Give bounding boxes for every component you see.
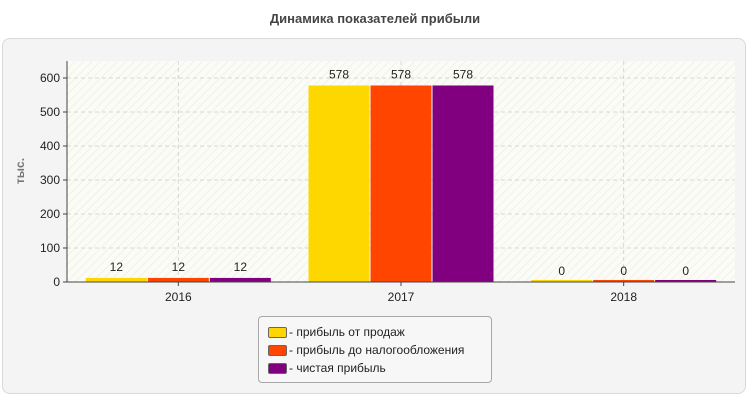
bar[interactable] [593,280,655,282]
data-label: 12 [234,260,248,274]
legend-prefix: - [289,361,297,375]
legend-swatch [268,344,287,356]
legend-label: чистая прибыль [296,361,386,375]
data-label: 578 [329,67,349,81]
bar[interactable] [308,85,370,282]
y-tick-label: 200 [40,207,60,221]
labels-group: 12 12 12 578 578 578 0 0 0 [110,67,690,278]
chart-title: Динамика показателей прибыли [269,11,481,26]
bar[interactable] [209,277,271,282]
legend-swatch [268,362,287,374]
bars-group [85,85,717,282]
data-label: 0 [620,264,627,278]
data-label: 12 [172,260,186,274]
data-label: 0 [558,264,565,278]
bar[interactable] [531,280,593,282]
legend-item-net-profit[interactable]: - чистая прибыль [259,359,491,377]
legend-label: прибыль от продаж [296,325,405,339]
legend: - прибыль от продаж - прибыль до налогоо… [258,316,492,383]
y-tick-label: 500 [40,105,60,119]
data-label: 578 [453,67,473,81]
data-label: 0 [682,264,689,278]
legend-prefix: - [289,325,297,339]
y-axis-label: тыс. [13,158,27,184]
legend-swatch [268,326,287,338]
axes-group: 0 100 200 300 400 500 600 2016 2017 2018 [40,61,735,304]
x-tick-label: 2017 [388,290,415,304]
bar[interactable] [655,280,717,282]
legend-item-pretax-profit[interactable]: - прибыль до налогообложения [259,341,491,359]
legend-prefix: - [289,343,297,357]
data-label: 12 [110,260,124,274]
y-tick-label: 0 [53,275,60,289]
bar[interactable] [147,277,209,282]
legend-item-sales-profit[interactable]: - прибыль от продаж [259,323,491,341]
bar[interactable] [370,85,432,282]
y-tick-label: 600 [40,71,60,85]
bar[interactable] [432,85,494,282]
x-tick-label: 2018 [610,290,637,304]
y-tick-label: 100 [40,241,60,255]
y-tick-label: 300 [40,173,60,187]
data-label: 578 [391,67,411,81]
legend-label: прибыль до налогообложения [296,343,465,357]
bar[interactable] [85,277,147,282]
x-tick-label: 2016 [165,290,192,304]
grid-lines [67,61,735,282]
y-tick-label: 400 [40,139,60,153]
